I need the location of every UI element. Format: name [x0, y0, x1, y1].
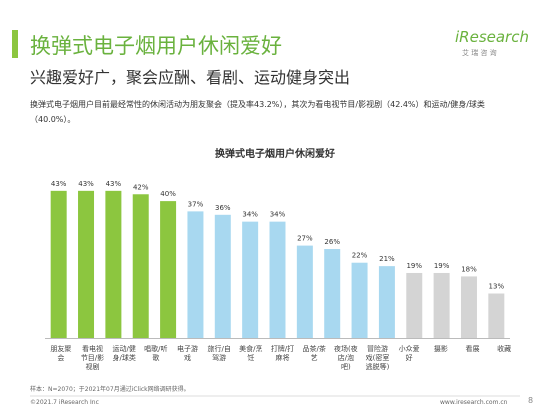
logo-sub: 艾 瑞 咨 询 [462, 49, 497, 57]
value-label: 26% [324, 238, 340, 246]
bar [187, 211, 204, 338]
title-accent [12, 30, 18, 58]
category-label: 摄影 [433, 345, 448, 353]
value-label: 13% [489, 283, 505, 291]
category-label: 品茶/茶艺 [302, 345, 326, 362]
value-label: 27% [297, 235, 313, 243]
category-label: 美食/烹饪 [239, 345, 263, 362]
value-label: 22% [352, 252, 368, 260]
value-label: 43% [51, 180, 67, 188]
bar [269, 221, 286, 338]
category-label: 看电视节目/影视剧 [80, 345, 105, 371]
value-label: 43% [78, 180, 94, 188]
category-label: 夜场(夜店/泡吧) [333, 345, 358, 371]
bar [105, 190, 122, 338]
value-label: 40% [160, 190, 176, 198]
category-label: 运动/健身/球类 [112, 345, 136, 362]
bar [488, 293, 505, 338]
bar [160, 201, 177, 338]
logo: iResearch [455, 28, 529, 46]
title: 换弹式电子烟用户休闲爱好 [30, 34, 282, 58]
bar [50, 190, 67, 338]
category-label: 冒险游戏(密室逃脱等) [365, 345, 390, 371]
value-label: 19% [406, 262, 422, 270]
url: www.iresearch.com.cn [440, 399, 508, 406]
bar [351, 262, 368, 338]
chart-title: 换弹式电子烟用户休闲爱好 [215, 147, 335, 160]
bar [242, 221, 259, 338]
page-number: 8 [528, 396, 534, 405]
description: 换弹式电子烟用户目前最经常性的休闲活动为朋友聚会（提及率43.2%），其次为看电… [30, 100, 485, 124]
copyright: ©2021.7 iResearch Inc [30, 399, 99, 406]
value-label: 43% [106, 180, 122, 188]
category-label: 收藏 [497, 345, 512, 353]
category-label: 小众爱好 [398, 345, 420, 362]
value-label: 37% [188, 200, 204, 208]
category-label: 旅行/自驾游 [207, 345, 231, 362]
note: 样本：N=2070；于2021年07月通过iClick网络调研获得。 [30, 386, 190, 393]
bar [132, 194, 149, 338]
value-label: 36% [215, 204, 231, 212]
bar [433, 272, 450, 338]
subtitle: 兴趣爱好广，聚会应酬、看剧、运动健身突出 [30, 68, 351, 87]
bar [214, 214, 231, 338]
category-label: 朋友聚会 [50, 345, 72, 362]
value-label: 42% [133, 183, 149, 191]
value-label: 18% [461, 265, 477, 273]
bar [324, 249, 341, 338]
bar [78, 190, 95, 338]
bar [378, 266, 395, 338]
category-label: 电子游戏 [177, 345, 198, 362]
value-label: 34% [270, 211, 286, 219]
category-label: 唱歌/听歌 [144, 345, 168, 362]
value-label: 19% [434, 262, 450, 270]
category-label: 打牌/打麻将 [270, 345, 295, 362]
bar [296, 245, 313, 338]
category-label: 看展 [465, 345, 480, 353]
value-label: 21% [379, 255, 395, 263]
bar [406, 272, 423, 338]
value-label: 34% [242, 211, 258, 219]
bar [460, 276, 477, 338]
